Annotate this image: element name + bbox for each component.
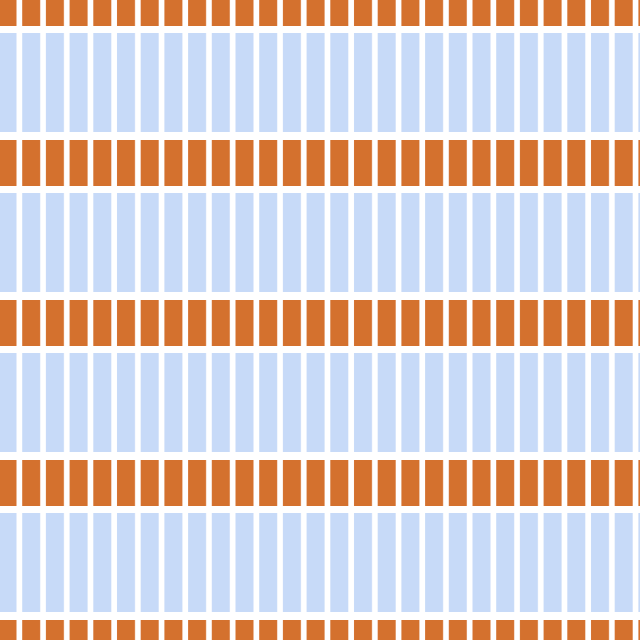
stripe-tiles (0, 0, 640, 640)
page (0, 0, 640, 640)
tile-pattern (0, 0, 640, 640)
